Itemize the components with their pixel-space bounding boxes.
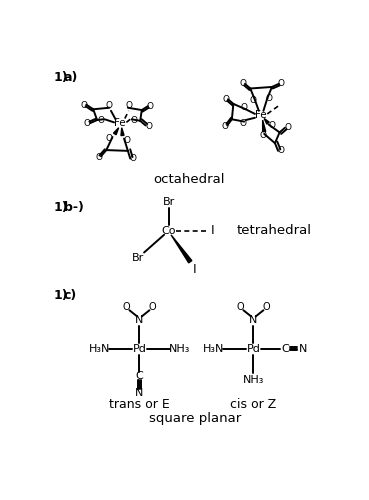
Text: O: O (84, 120, 90, 128)
Text: O: O (277, 80, 284, 88)
Text: O: O (284, 124, 292, 132)
Text: O: O (97, 116, 104, 124)
Text: O: O (131, 116, 138, 124)
Text: O: O (240, 118, 247, 128)
Text: O: O (239, 80, 246, 88)
Text: O: O (106, 134, 113, 143)
Text: O: O (130, 154, 137, 163)
Text: N: N (299, 344, 307, 354)
Text: O: O (106, 101, 113, 110)
Text: octahedral: octahedral (154, 173, 225, 186)
Text: O: O (237, 302, 244, 312)
Text: trans or E: trans or E (109, 398, 170, 410)
Text: a): a) (64, 71, 78, 84)
Text: N: N (249, 316, 258, 326)
Text: b-): b-) (64, 201, 84, 214)
Text: I: I (193, 263, 197, 276)
Text: NH₃: NH₃ (243, 374, 264, 384)
Text: O: O (250, 96, 257, 104)
Polygon shape (114, 128, 119, 134)
Text: Fe: Fe (114, 118, 126, 128)
Text: N: N (135, 316, 144, 326)
Text: Br: Br (163, 196, 175, 206)
Text: O: O (145, 122, 152, 130)
Text: c): c) (64, 290, 77, 302)
Text: Pd: Pd (132, 344, 146, 354)
Text: O: O (125, 101, 132, 110)
Polygon shape (121, 128, 124, 136)
Text: O: O (124, 136, 131, 144)
Text: NH₃: NH₃ (169, 344, 190, 354)
Text: O: O (123, 302, 130, 312)
Text: O: O (222, 95, 229, 104)
Text: H₃N: H₃N (203, 344, 224, 354)
Text: O: O (259, 131, 266, 140)
Text: N: N (135, 388, 144, 398)
Text: H₃N: H₃N (89, 344, 110, 354)
Text: O: O (268, 121, 275, 130)
Text: C: C (282, 344, 290, 354)
Text: O: O (221, 122, 228, 130)
Polygon shape (171, 235, 192, 263)
Polygon shape (264, 118, 269, 124)
Polygon shape (263, 120, 266, 132)
Text: O: O (80, 101, 87, 110)
Text: I: I (211, 224, 214, 237)
Text: O: O (263, 302, 270, 312)
Text: 1): 1) (53, 71, 68, 84)
Text: O: O (95, 152, 102, 162)
Text: 1): 1) (53, 201, 68, 214)
Text: O: O (149, 302, 156, 312)
Text: C: C (135, 372, 143, 382)
Text: O: O (265, 94, 272, 103)
Text: 1): 1) (53, 290, 68, 302)
Text: O: O (147, 102, 154, 110)
Text: tetrahedral: tetrahedral (237, 224, 312, 237)
Text: O: O (241, 103, 248, 112)
Text: cis or Z: cis or Z (230, 398, 276, 410)
Text: Co: Co (162, 226, 176, 236)
Text: square planar: square planar (149, 412, 241, 424)
Text: Pd: Pd (246, 344, 261, 354)
Text: Fe: Fe (255, 110, 267, 120)
Text: Br: Br (132, 253, 144, 263)
Text: O: O (277, 146, 284, 156)
